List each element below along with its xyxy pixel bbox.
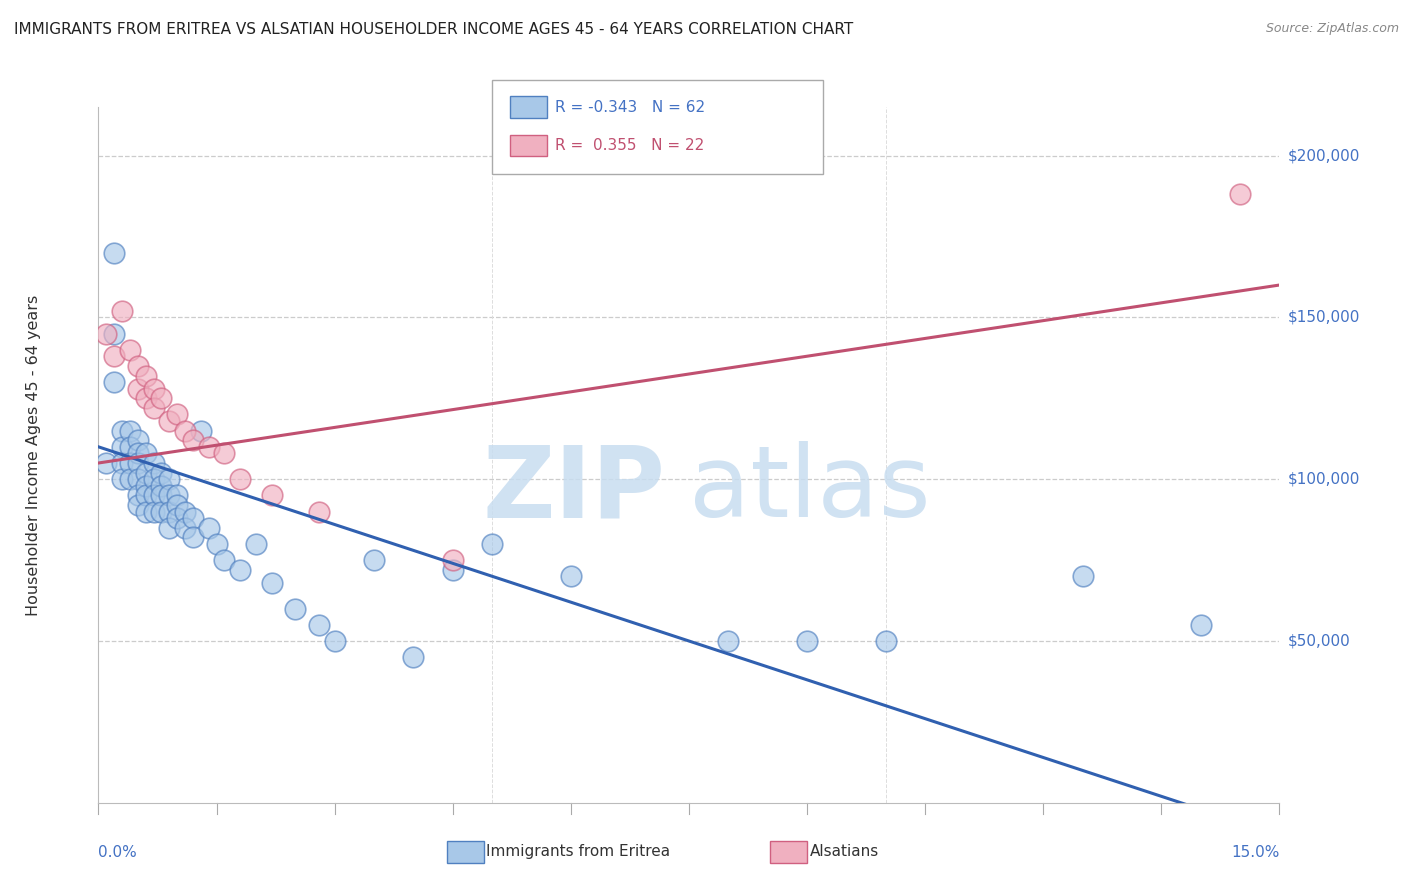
Point: [181, 531, 204, 545]
Text: Householder Income Ages 45 - 64 years: Householder Income Ages 45 - 64 years: [25, 294, 41, 615]
Point: [181, 511, 204, 525]
Point: [157, 472, 180, 486]
Point: [560, 569, 582, 583]
Text: R = -0.343   N = 62: R = -0.343 N = 62: [555, 100, 706, 114]
Point: [135, 504, 157, 518]
Text: 15.0%: 15.0%: [1232, 845, 1279, 860]
Point: [214, 553, 236, 567]
Text: IMMIGRANTS FROM ERITREA VS ALSATIAN HOUSEHOLDER INCOME AGES 45 - 64 YEARS CORREL: IMMIGRANTS FROM ERITREA VS ALSATIAN HOUS…: [14, 22, 853, 37]
Point: [142, 488, 165, 502]
Point: [323, 634, 346, 648]
Point: [1229, 187, 1251, 202]
Point: [127, 446, 149, 460]
Point: [142, 504, 165, 518]
Point: [157, 488, 180, 502]
Point: [157, 504, 180, 518]
Point: [190, 424, 212, 438]
Point: [103, 375, 125, 389]
Point: [135, 466, 157, 480]
Point: [127, 488, 149, 502]
Point: [308, 617, 330, 632]
Point: [118, 456, 141, 470]
Point: [197, 521, 219, 535]
Point: [441, 563, 464, 577]
Point: [284, 601, 307, 615]
Point: [260, 488, 283, 502]
Point: [166, 498, 188, 512]
Point: [174, 424, 197, 438]
Point: [103, 349, 125, 363]
Text: 0.0%: 0.0%: [98, 845, 138, 860]
Point: [142, 472, 165, 486]
Point: [127, 359, 149, 373]
Point: [150, 392, 173, 406]
Point: [402, 650, 425, 665]
Point: [875, 634, 897, 648]
Point: [96, 326, 118, 341]
Point: [96, 456, 118, 470]
Point: [197, 440, 219, 454]
Text: Immigrants from Eritrea: Immigrants from Eritrea: [486, 845, 671, 859]
Point: [441, 553, 464, 567]
Point: [181, 434, 204, 448]
Point: [135, 368, 157, 383]
Text: $50,000: $50,000: [1288, 633, 1351, 648]
Point: [127, 498, 149, 512]
Point: [1189, 617, 1212, 632]
Text: Alsatians: Alsatians: [810, 845, 879, 859]
Point: [118, 472, 141, 486]
Point: [174, 504, 197, 518]
Point: [118, 424, 141, 438]
Point: [308, 504, 330, 518]
Point: [174, 521, 197, 535]
Point: [1071, 569, 1094, 583]
Point: [127, 456, 149, 470]
Point: [245, 537, 267, 551]
Text: $200,000: $200,000: [1288, 148, 1360, 163]
Point: [142, 382, 165, 396]
Point: [157, 414, 180, 428]
Point: [111, 424, 134, 438]
Point: [127, 382, 149, 396]
Point: [205, 537, 228, 551]
Point: [111, 456, 134, 470]
Point: [166, 408, 188, 422]
Point: [166, 488, 188, 502]
Point: [229, 472, 252, 486]
Point: [150, 488, 173, 502]
Point: [717, 634, 740, 648]
Point: [150, 466, 173, 480]
Text: R =  0.355   N = 22: R = 0.355 N = 22: [555, 138, 704, 153]
Point: [135, 488, 157, 502]
Point: [103, 326, 125, 341]
Point: [135, 446, 157, 460]
Point: [118, 440, 141, 454]
Point: [111, 304, 134, 318]
Point: [111, 472, 134, 486]
Point: [260, 575, 283, 590]
Point: [135, 392, 157, 406]
Point: [135, 478, 157, 492]
Point: [150, 478, 173, 492]
Point: [127, 472, 149, 486]
Point: [166, 511, 188, 525]
Text: $150,000: $150,000: [1288, 310, 1360, 325]
Text: atlas: atlas: [689, 442, 931, 538]
Point: [229, 563, 252, 577]
Point: [481, 537, 503, 551]
Point: [214, 446, 236, 460]
Point: [127, 434, 149, 448]
Point: [363, 553, 385, 567]
Text: ZIP: ZIP: [482, 442, 665, 538]
Text: $100,000: $100,000: [1288, 472, 1360, 487]
Point: [150, 504, 173, 518]
Point: [142, 401, 165, 415]
Point: [142, 456, 165, 470]
Point: [111, 440, 134, 454]
Point: [103, 245, 125, 260]
Point: [118, 343, 141, 357]
Point: [157, 521, 180, 535]
Text: Source: ZipAtlas.com: Source: ZipAtlas.com: [1265, 22, 1399, 36]
Point: [796, 634, 818, 648]
